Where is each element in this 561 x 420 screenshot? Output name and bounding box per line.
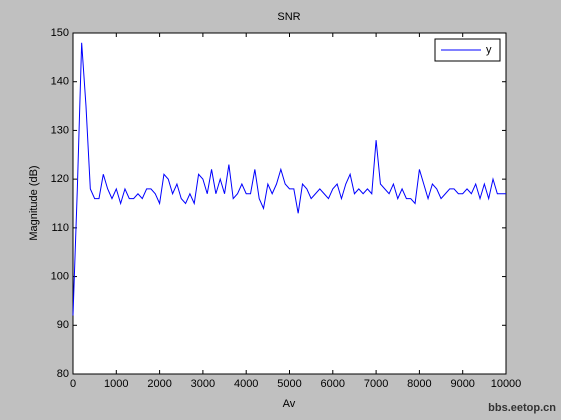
x-axis-label: Av [283,398,296,410]
chart-title: SNR [277,11,300,23]
x-tick-label: 0 [70,378,76,390]
y-tick-label: 150 [51,27,69,39]
x-tick-label: 9000 [450,378,474,390]
data-line [72,42,506,316]
y-tick-label: 130 [51,124,69,136]
plot-area [72,32,507,375]
x-tick-label: 2000 [147,378,171,390]
y-tick-label: 100 [51,270,69,282]
x-tick-label: 4000 [234,378,258,390]
x-tick-label: 10000 [491,378,522,390]
x-tick-label: 6000 [321,378,345,390]
x-tick-label: 3000 [191,378,215,390]
watermark: bbs.eetop.cn [488,402,556,414]
y-tick-label: 110 [51,222,69,234]
x-tick-label: 7000 [364,378,388,390]
y-axis-label: Magnitude (dB) [28,165,40,240]
y-tick-label: 120 [51,173,69,185]
y-tick-label: 90 [57,319,69,331]
x-tick-label: 5000 [277,378,301,390]
y-tick-label: 140 [51,76,69,88]
x-tick-label: 1000 [104,378,128,390]
y-tick-label: 80 [57,368,69,380]
x-tick-label: 8000 [407,378,431,390]
legend-label: y [486,44,492,56]
